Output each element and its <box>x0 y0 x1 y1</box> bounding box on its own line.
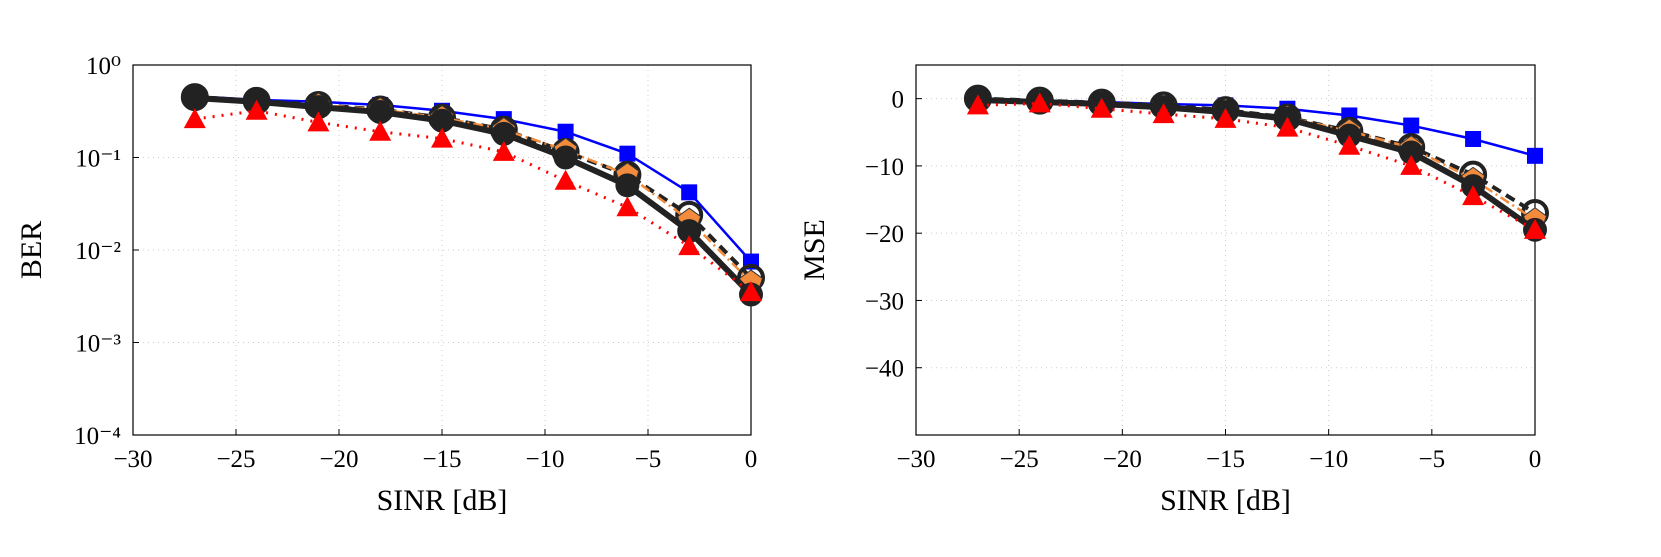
series-line <box>977 101 1536 232</box>
x-tick-label: −25 <box>216 446 255 473</box>
marker <box>1524 218 1546 239</box>
series-line <box>977 97 1536 158</box>
marker <box>619 145 636 162</box>
plot-frame <box>915 64 1536 436</box>
y-tick-label: 10⁻⁴ <box>74 423 121 450</box>
marker <box>1276 116 1299 137</box>
marker <box>557 123 574 140</box>
marker <box>681 184 698 201</box>
chart: −30 −25 −20 −15 −10 −5 0 10⁰ 10⁻¹ 10⁻² 10⁻³ 10⁻⁴ SIN… <box>15 53 765 517</box>
marker <box>1152 103 1175 124</box>
marker <box>1462 185 1485 206</box>
series-line <box>194 95 753 280</box>
marker <box>740 281 762 302</box>
marker <box>183 108 206 129</box>
series-line <box>977 96 1537 233</box>
marker <box>678 235 701 256</box>
x-tick-label: −30 <box>896 446 935 473</box>
x-axis-label: SINR [dB] <box>1160 484 1291 517</box>
x-tick-label: −5 <box>1419 446 1446 473</box>
marker <box>430 108 454 133</box>
marker <box>1399 140 1424 165</box>
series-line <box>194 109 752 294</box>
x-tick-label: 0 <box>1529 446 1542 473</box>
marker <box>307 111 330 132</box>
y-tick-label: −40 <box>865 356 904 383</box>
y-tick-label: −10 <box>865 154 904 181</box>
marker <box>1403 117 1420 134</box>
chart: −30 −25 −20 −15 −10 −5 0 0 −10 −20 −30 −40 SINR [dB]… <box>798 64 1549 517</box>
marker <box>431 127 453 148</box>
x-tick-label: −10 <box>1309 446 1348 473</box>
marker <box>369 120 392 141</box>
plot-frame <box>132 64 752 436</box>
series-line <box>194 96 752 283</box>
y-tick-label: 0 <box>892 87 905 114</box>
x-tick-label: −20 <box>1103 446 1142 473</box>
x-axis-label: SINR [dB] <box>377 484 508 517</box>
marker <box>492 140 515 161</box>
marker <box>1400 154 1423 175</box>
marker <box>616 196 639 217</box>
marker <box>615 173 640 198</box>
y-tick-label: 10⁻¹ <box>75 146 121 173</box>
marker <box>245 99 268 120</box>
y-tick-label: 10⁻³ <box>75 331 121 358</box>
y-tick-label: −20 <box>865 221 904 248</box>
marker <box>368 100 393 125</box>
marker <box>1214 107 1237 128</box>
y-tick-label: 10⁰ <box>86 53 121 80</box>
marker <box>491 121 516 146</box>
marker <box>553 145 578 170</box>
x-tick-label: −15 <box>422 446 461 473</box>
marker <box>554 169 577 190</box>
x-tick-label: −5 <box>635 446 662 473</box>
marker <box>1338 134 1361 155</box>
x-tick-label: −15 <box>1206 446 1245 473</box>
x-tick-label: −30 <box>113 446 152 473</box>
marker <box>966 94 989 115</box>
marker <box>677 219 702 244</box>
marker <box>182 85 207 110</box>
x-tick-label: 0 <box>745 446 758 473</box>
marker <box>1028 92 1051 113</box>
x-tick-label: −10 <box>525 446 564 473</box>
series-line <box>194 94 752 263</box>
x-tick-label: −20 <box>319 446 358 473</box>
y-tick-label: 10⁻² <box>75 238 121 265</box>
marker <box>1090 97 1113 118</box>
y-tick-label: −30 <box>865 288 904 315</box>
marker <box>306 95 331 120</box>
marker <box>1465 131 1482 147</box>
series-line <box>194 94 754 297</box>
marker <box>1527 147 1543 164</box>
y-axis-label: BER <box>15 221 48 279</box>
y-axis-label: MSE <box>798 219 831 281</box>
x-tick-label: −25 <box>1000 446 1039 473</box>
